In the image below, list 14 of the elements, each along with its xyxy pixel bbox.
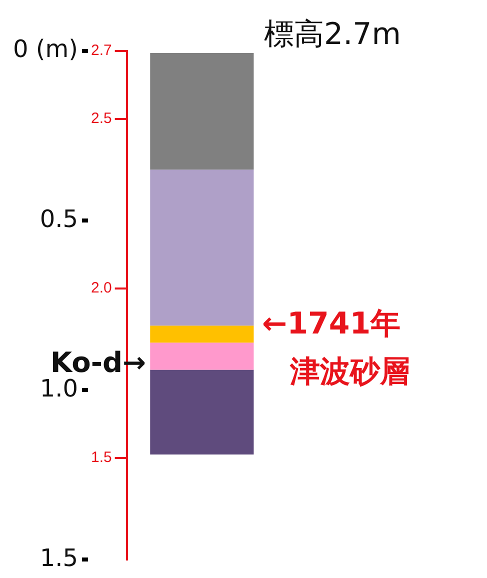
y-tick-label: 1.5 xyxy=(40,544,78,572)
bar xyxy=(150,170,254,326)
y-tick-label: 0.5 xyxy=(40,204,78,233)
text: ←1741年津波砂層 xyxy=(262,306,410,390)
y-tick-label: 1.0 xyxy=(40,374,78,402)
bar xyxy=(150,370,254,454)
bar xyxy=(150,342,254,370)
y2-tick-label: 2.0 xyxy=(90,279,112,296)
y2-tick-label: 1.5 xyxy=(90,449,112,466)
text: 標高2.7m xyxy=(264,17,401,52)
bar xyxy=(150,326,254,343)
y2-tick-label: 2.5 xyxy=(90,110,112,127)
y2-tick-label: 2.7 xyxy=(90,42,112,60)
y-tick-label: 0 (m) xyxy=(12,35,78,64)
